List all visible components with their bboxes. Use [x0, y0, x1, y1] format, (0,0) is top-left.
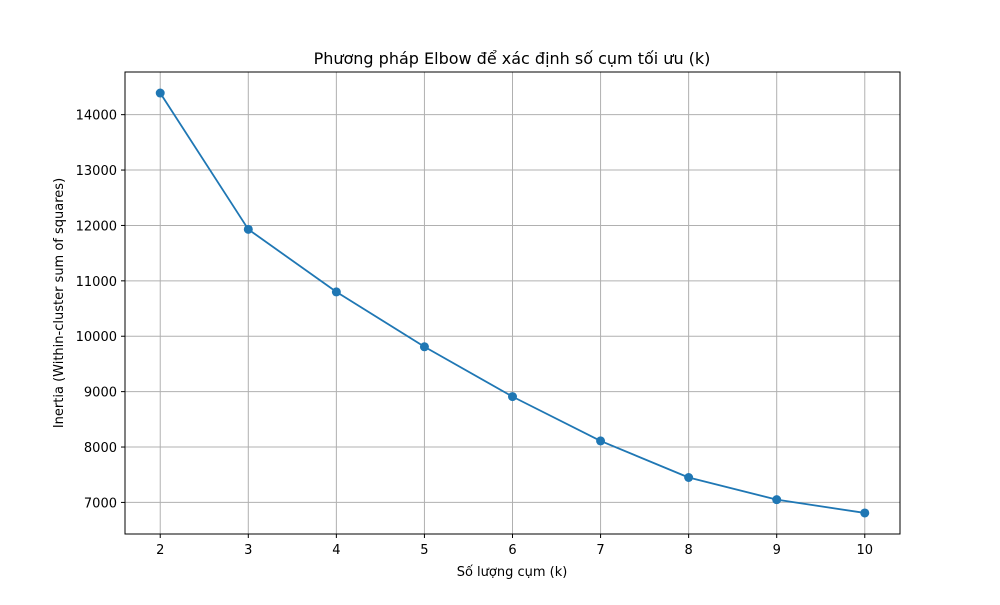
- axis-ticks: 2 3 4 5 6 7 8 9 10 7000 8000 9000 10000 11000 12000 130…: [76, 109, 873, 558]
- y-tick-label: 10000: [76, 330, 117, 345]
- data-point-marker: [596, 436, 606, 446]
- x-axis-label: Số lượng cụm (k): [457, 565, 568, 580]
- y-tick-label: 8000: [84, 441, 117, 456]
- x-tick-label: 2: [156, 543, 164, 558]
- chart-title: Phương pháp Elbow để xác định số cụm tối…: [314, 49, 711, 68]
- x-tick-label: 9: [773, 543, 781, 558]
- data-point-marker: [243, 224, 253, 234]
- x-tick-label: 5: [420, 543, 428, 558]
- data-point-marker: [860, 508, 870, 518]
- x-tick-label: 6: [508, 543, 516, 558]
- y-tick-label: 11000: [76, 275, 117, 290]
- x-tick-label: 8: [684, 543, 692, 558]
- y-tick-label: 7000: [84, 496, 117, 511]
- data-point-marker: [419, 342, 429, 352]
- y-tick-label: 14000: [76, 109, 117, 124]
- y-axis-label: Inertia (Within-cluster sum of squares): [52, 178, 67, 428]
- x-tick-label: 10: [856, 543, 873, 558]
- data-point-marker: [772, 495, 782, 505]
- x-tick-label: 7: [596, 543, 604, 558]
- grid-lines: [125, 72, 900, 534]
- data-point-marker: [508, 392, 517, 402]
- data-point-marker: [331, 287, 341, 297]
- x-tick-label: 4: [332, 543, 340, 558]
- data-point-marker: [155, 88, 165, 98]
- y-tick-label: 9000: [84, 386, 117, 401]
- y-tick-label: 13000: [76, 164, 117, 179]
- series-layer: [155, 88, 870, 518]
- y-tick-label: 12000: [76, 219, 117, 234]
- x-tick-label: 3: [244, 543, 252, 558]
- data-point-marker: [684, 472, 694, 482]
